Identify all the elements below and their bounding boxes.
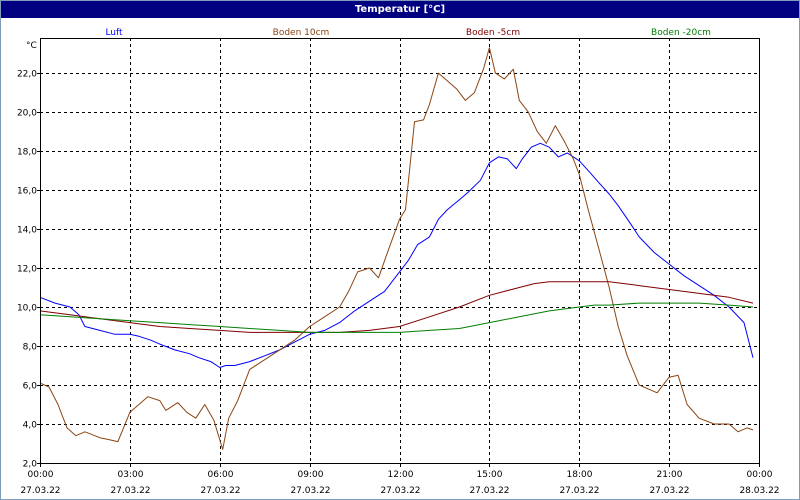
x-tick-time: 03:00 (118, 470, 144, 480)
chart-title: Temperatur [°C] (1, 1, 799, 18)
y-tick-label: 18,0 (17, 148, 37, 158)
x-tick-time: 00:00 (747, 470, 773, 480)
x-tick-time: 09:00 (298, 470, 324, 480)
series-lines (39, 47, 754, 450)
x-tick-date: 27.03.22 (20, 486, 60, 496)
legend-entry: Boden -20cm (651, 28, 711, 38)
y-tick-label: 10,0 (17, 304, 37, 314)
grid-lines (40, 38, 759, 463)
y-tick-label: 8,0 (23, 343, 38, 353)
x-axis: 00:00 27.03.22 03:00 27.03.22 06:00 27.03.22 0… (20, 463, 780, 496)
x-tick-time: 06:00 (208, 470, 234, 480)
legend-entry: Luft (105, 28, 123, 38)
legend-entry: Boden -5cm (466, 28, 520, 38)
series-line-boden-10cm (39, 47, 754, 450)
y-tick-label: 4,0 (23, 421, 38, 431)
y-tick-label: 6,0 (23, 382, 38, 392)
x-tick-time: 00:00 (28, 470, 54, 480)
x-tick-time: 21:00 (657, 470, 683, 480)
y-axis-unit: °C (26, 41, 37, 51)
x-tick-time: 12:00 (388, 470, 414, 480)
y-tick-label: 14,0 (17, 226, 37, 236)
y-tick-label: 12,0 (17, 265, 37, 275)
series-line-luft (39, 142, 754, 368)
x-tick-date: 27.03.22 (559, 486, 599, 496)
x-tick-date: 27.03.22 (469, 486, 509, 496)
legend: Luft Boden 10cm Boden -5cm Boden -20cm (105, 28, 711, 38)
series-line-boden-5cm (39, 281, 754, 333)
y-axis: 2,0 4,0 6,0 8,0 10,0 12,0 14,0 16,0 18,0 20,0 22,0 (17, 70, 40, 470)
legend-entry: Boden 10cm (273, 28, 330, 38)
x-tick-date: 27.03.22 (380, 486, 420, 496)
series-line-boden-20cm (39, 302, 754, 333)
x-tick-date: 28.03.22 (739, 486, 779, 496)
y-tick-label: 16,0 (17, 187, 37, 197)
x-tick-date: 27.03.22 (649, 486, 689, 496)
y-tick-label: 2,0 (23, 460, 38, 470)
x-tick-time: 18:00 (567, 470, 593, 480)
plot-area (40, 38, 759, 463)
x-tick-date: 27.03.22 (290, 486, 330, 496)
x-tick-time: 15:00 (477, 470, 503, 480)
x-tick-date: 27.03.22 (200, 486, 240, 496)
y-tick-label: 22,0 (17, 70, 37, 80)
y-tick-label: 20,0 (17, 109, 37, 119)
x-tick-date: 27.03.22 (110, 486, 150, 496)
